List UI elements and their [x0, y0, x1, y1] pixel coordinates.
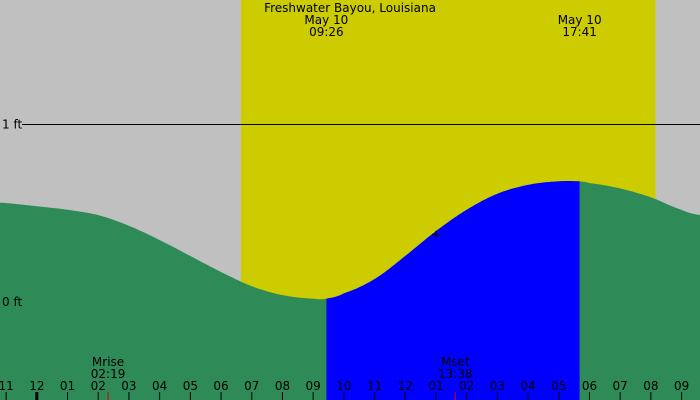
x-tick-label: 03 — [490, 379, 505, 393]
time-label-date: May 10 — [558, 13, 602, 27]
x-tick-label: 08 — [643, 379, 658, 393]
chart-title-group: Freshwater Bayou, Louisiana — [264, 1, 436, 15]
x-tick-label: 06 — [213, 379, 228, 393]
y-axis-labels: 0 ft 1 ft — [2, 117, 22, 309]
x-tick-label: 12 — [29, 379, 44, 393]
moon-event-label: Mset — [441, 355, 470, 369]
time-label-time: 09:26 — [309, 25, 344, 39]
x-tick-label: 09 — [674, 379, 689, 393]
x-tick-label: 10 — [336, 379, 351, 393]
x-tick-label: 07 — [244, 379, 259, 393]
current-time-marker — [431, 230, 440, 239]
x-tick-label: 02 — [91, 379, 106, 393]
x-tick-label: 04 — [520, 379, 535, 393]
y-tick-label: 1 ft — [2, 117, 22, 131]
time-label-date: May 10 — [304, 13, 348, 27]
x-tick-label: 12 — [398, 379, 413, 393]
x-tick-label: 01 — [60, 379, 75, 393]
x-tick-label: 04 — [152, 379, 167, 393]
x-axis: 11 12 01 02 03 04 05 06 07 08 09 10 11 12 01 02 03 04 05 06… — [0, 379, 689, 400]
x-tick-label: 02 — [459, 379, 474, 393]
x-tick-label: 03 — [121, 379, 136, 393]
x-tick-label: 05 — [551, 379, 566, 393]
x-tick-label: 08 — [275, 379, 290, 393]
x-tick-label: 06 — [582, 379, 597, 393]
x-tick-label: 09 — [306, 379, 321, 393]
x-tick-label: 05 — [183, 379, 198, 393]
moon-event-time: 13:38 — [438, 367, 473, 381]
chart-title: Freshwater Bayou, Louisiana — [264, 1, 436, 15]
x-tick-label: 01 — [428, 379, 443, 393]
time-label-time: 17:41 — [562, 25, 597, 39]
moon-event-label: Mrise — [92, 355, 124, 369]
highlight-area — [326, 181, 580, 400]
x-tick-label: 11 — [367, 379, 382, 393]
x-tick-label: 11 — [0, 379, 14, 393]
x-tick-label: 07 — [613, 379, 628, 393]
y-tick-label: 0 ft — [2, 295, 22, 309]
moon-event-time: 02:19 — [91, 367, 126, 381]
